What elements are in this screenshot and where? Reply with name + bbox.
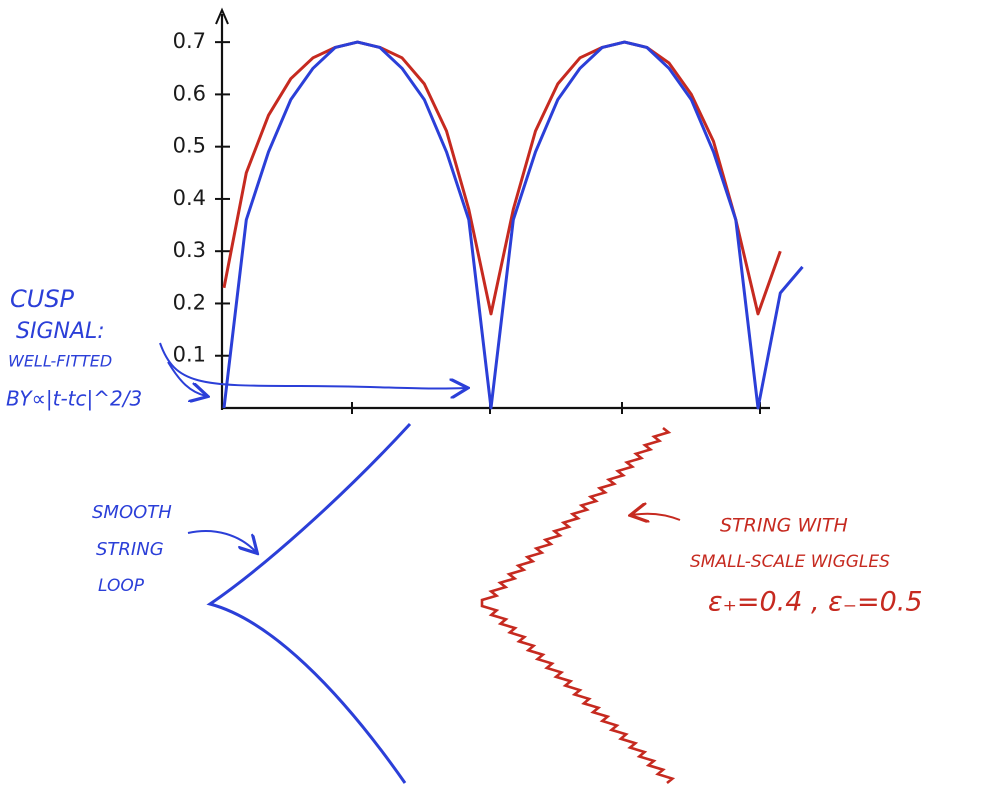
smooth-arrow — [187, 530, 256, 552]
annotation: SMOOTH — [92, 502, 172, 523]
wiggly-loop — [480, 426, 676, 785]
cusp-arrow-2 — [167, 361, 206, 396]
annotation: STRING WITH — [720, 515, 848, 537]
y-tick-label: 0.4 — [173, 186, 206, 210]
annotation: SIGNAL: — [16, 319, 105, 344]
wiggle-arrow — [632, 514, 681, 520]
y-tick-label: 0.2 — [173, 290, 206, 314]
annotation: STRING — [96, 539, 164, 560]
annotation: BY∝|t-tc|^2/3 — [6, 387, 142, 411]
annotation: LOOP — [98, 576, 145, 596]
y-tick-label: 0.1 — [173, 343, 206, 367]
y-tick-label: 0.6 — [173, 81, 206, 105]
smooth-loop — [206, 422, 412, 784]
line-series — [222, 40, 782, 316]
y-tick-label: 0.3 — [173, 238, 206, 262]
annotation: CUSP — [10, 285, 75, 313]
annotation: ε₊=0.4 , ε₋=0.5 — [708, 587, 923, 618]
line-series — [222, 40, 804, 410]
y-tick-label: 0.5 — [173, 134, 206, 158]
annotation: WELL-FITTED — [8, 352, 112, 371]
cusp-arrow — [159, 342, 466, 389]
annotation: SMALL-SCALE WIGGLES — [690, 552, 890, 572]
y-tick-label: 0.7 — [173, 29, 206, 53]
y-axis-arrow — [215, 7, 229, 25]
